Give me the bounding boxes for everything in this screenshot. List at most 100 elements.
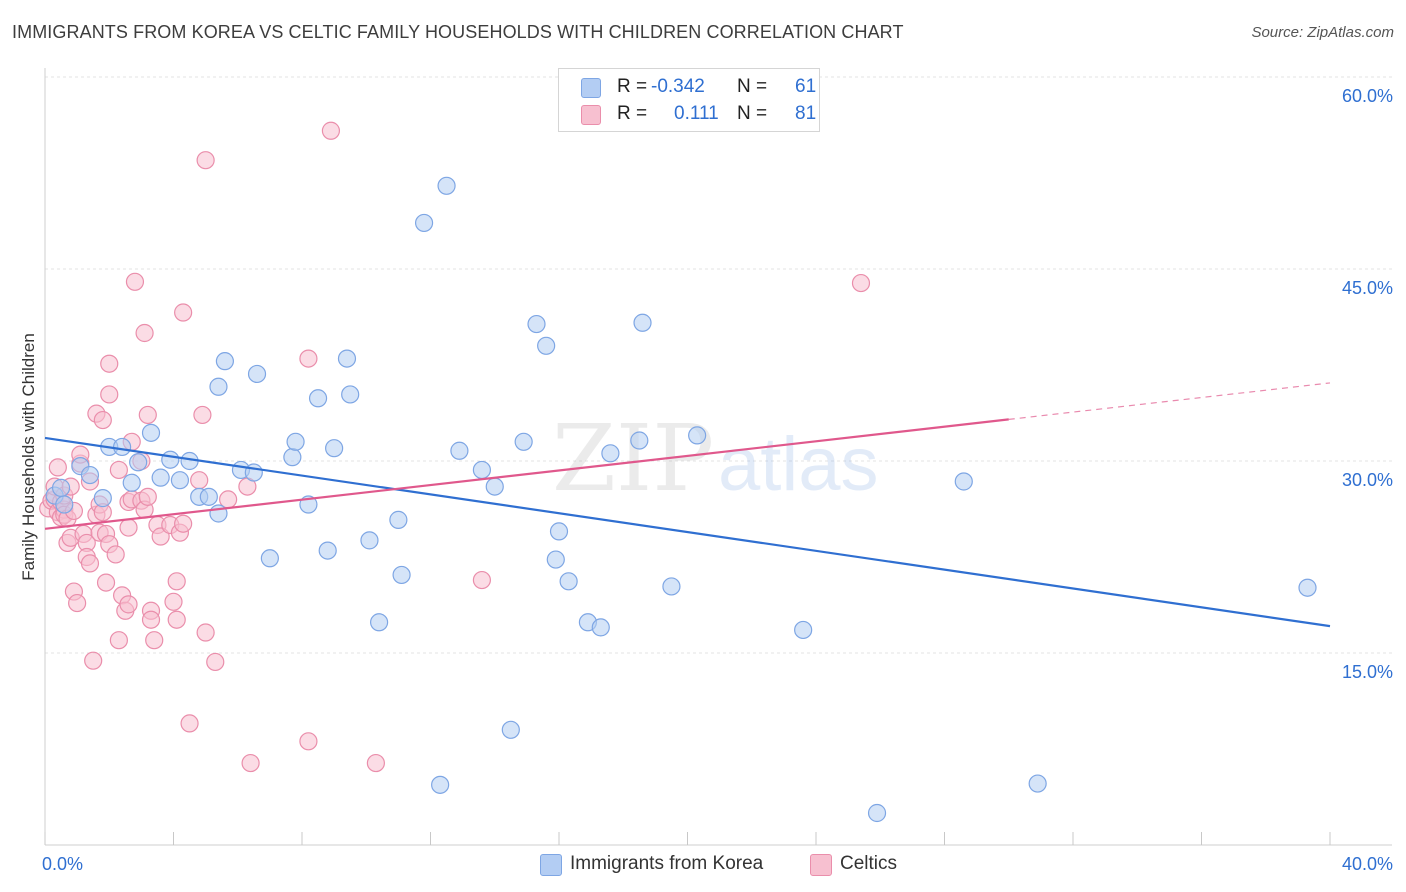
korea-point	[260, 549, 279, 568]
celtics-point	[174, 514, 193, 533]
celtics-point	[84, 651, 103, 670]
korea-point	[537, 336, 556, 355]
celtics-point	[93, 410, 112, 430]
korea-point	[662, 577, 681, 596]
korea-point	[549, 522, 569, 541]
korea-point	[170, 471, 190, 490]
legend-n-value-korea: 61	[795, 76, 817, 97]
korea-point	[337, 349, 357, 368]
celtics-point	[472, 570, 491, 590]
celtics-point	[48, 458, 67, 477]
korea-point	[55, 495, 74, 514]
korea-point	[591, 618, 610, 637]
celtics-point	[321, 121, 341, 140]
celtics-point	[80, 554, 100, 573]
legend-swatch-korea	[581, 78, 601, 98]
correlation-legend: R = -0.342 N = 61 R = 0.111 N = 81	[558, 68, 820, 132]
korea-point	[392, 565, 411, 585]
legend-n-label: N =	[737, 103, 768, 124]
y-tick-label: 60.0%	[1342, 86, 1393, 106]
axes	[44, 68, 1392, 846]
celtics-point	[109, 631, 128, 650]
korea-point	[527, 314, 546, 334]
korea-point	[325, 439, 344, 458]
celtics-point	[109, 460, 128, 480]
korea-point	[485, 477, 504, 496]
celtics-point	[106, 545, 125, 564]
scatter-points	[39, 121, 1317, 823]
celtics-point	[193, 405, 212, 425]
korea-trend-line	[44, 436, 1331, 628]
korea-point	[141, 423, 161, 442]
korea-point	[151, 468, 170, 487]
y-tick-label: 15.0%	[1342, 662, 1393, 682]
celtics-point	[96, 573, 116, 592]
korea-point	[80, 465, 100, 485]
celtics-trend-line	[44, 418, 1009, 530]
celtics-point	[119, 595, 138, 614]
korea-point	[431, 775, 450, 794]
watermark: ZIP atlas	[552, 405, 879, 512]
korea-point	[122, 473, 141, 492]
celtics-point	[141, 610, 161, 629]
korea-point	[129, 453, 148, 472]
tick-labels: 15.0% 30.0% 45.0% 60.0% 0.0% 40.0%	[42, 86, 1393, 874]
source-label: Source: ZipAtlas.com	[1251, 24, 1394, 41]
y-tick-label: 45.0%	[1342, 278, 1393, 298]
korea-point	[161, 450, 180, 469]
korea-point	[688, 426, 707, 445]
celtics-point	[180, 714, 199, 733]
celtics-point	[138, 487, 157, 506]
celtics-point	[299, 732, 318, 751]
korea-point	[199, 487, 218, 506]
korea-point	[93, 489, 112, 508]
korea-point	[283, 448, 302, 467]
watermark-zip: ZIP	[552, 405, 714, 512]
korea-point	[112, 437, 132, 457]
korea-point	[514, 432, 533, 451]
celtics-point	[366, 753, 385, 773]
chart-title: IMMIGRANTS FROM KOREA VS CELTIC FAMILY H…	[12, 22, 904, 42]
korea-point	[954, 472, 973, 491]
celtics-trend-line-extension	[1008, 382, 1331, 420]
celtics-point	[174, 303, 193, 322]
legend-r-label: R =	[617, 103, 648, 124]
legend-swatch-celtics	[581, 105, 601, 125]
korea-point	[867, 803, 887, 823]
korea-point	[215, 352, 234, 371]
korea-point	[472, 460, 491, 480]
celtics-point	[851, 273, 871, 293]
celtics-point	[138, 405, 157, 425]
trend-lines	[44, 382, 1331, 628]
korea-point	[546, 550, 565, 569]
korea-point	[559, 572, 578, 591]
legend-n-label: N =	[737, 76, 768, 97]
korea-point	[601, 444, 620, 463]
korea-point	[209, 377, 228, 396]
korea-point	[437, 176, 456, 195]
celtics-point	[196, 623, 215, 642]
korea-point	[794, 620, 813, 640]
korea-point	[1028, 774, 1047, 793]
celtics-point	[100, 354, 119, 373]
x-tick-label: 0.0%	[42, 854, 83, 874]
korea-point	[414, 213, 434, 233]
korea-point	[51, 478, 71, 497]
korea-point	[450, 441, 469, 460]
korea-point	[341, 385, 360, 404]
legend-r-value-celtics: 0.111	[674, 103, 719, 124]
bottom-legend-swatch-korea	[540, 854, 562, 876]
celtics-point	[125, 272, 145, 291]
legend-r-value-korea: -0.342	[651, 76, 705, 97]
legend-r-label: R =	[617, 76, 648, 97]
bottom-legend-swatch-celtics	[810, 854, 832, 876]
korea-point	[286, 432, 305, 451]
korea-point	[308, 389, 328, 408]
korea-point	[389, 510, 408, 529]
bottom-legend-label-korea: Immigrants from Korea	[570, 853, 764, 874]
korea-point	[630, 431, 649, 450]
celtics-point	[68, 593, 87, 613]
korea-point	[633, 313, 652, 332]
celtics-point	[145, 631, 164, 650]
